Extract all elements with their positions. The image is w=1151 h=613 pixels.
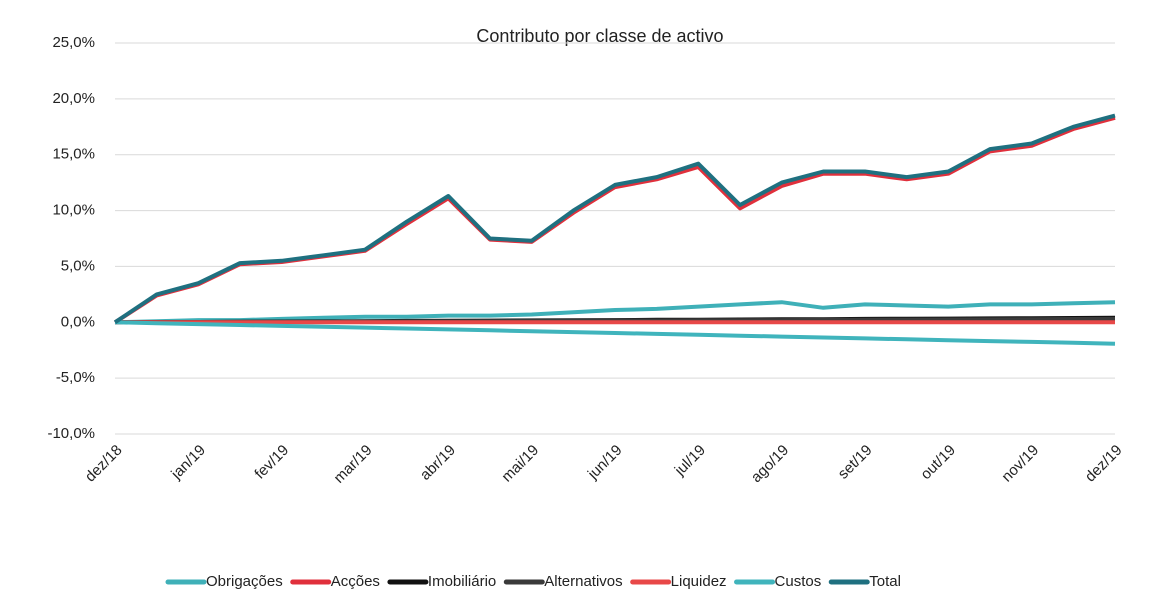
series-line <box>113 113 1116 324</box>
legend-label: Imobiliário <box>428 573 496 590</box>
y-tick-label: 0,0% <box>61 313 95 330</box>
chart-title: Contributo por classe de activo <box>476 26 723 46</box>
y-tick-label: -10,0% <box>47 425 95 442</box>
y-tick-label: -5,0% <box>56 369 95 386</box>
legend-label: Liquidez <box>671 573 727 590</box>
legend-label: Obrigações <box>206 573 283 590</box>
y-tick-label: 15,0% <box>52 146 95 163</box>
series-line <box>114 320 1116 346</box>
legend-label: Acções <box>331 573 380 590</box>
series-line <box>114 300 1116 325</box>
legend-label: Custos <box>775 573 822 590</box>
legend-label: Total <box>869 573 901 590</box>
legend-label: Alternativos <box>544 573 622 590</box>
y-tick-label: 20,0% <box>52 90 95 107</box>
y-tick-label: 10,0% <box>52 202 95 219</box>
y-tick-label: 25,0% <box>52 34 95 51</box>
y-tick-label: 5,0% <box>61 257 95 274</box>
